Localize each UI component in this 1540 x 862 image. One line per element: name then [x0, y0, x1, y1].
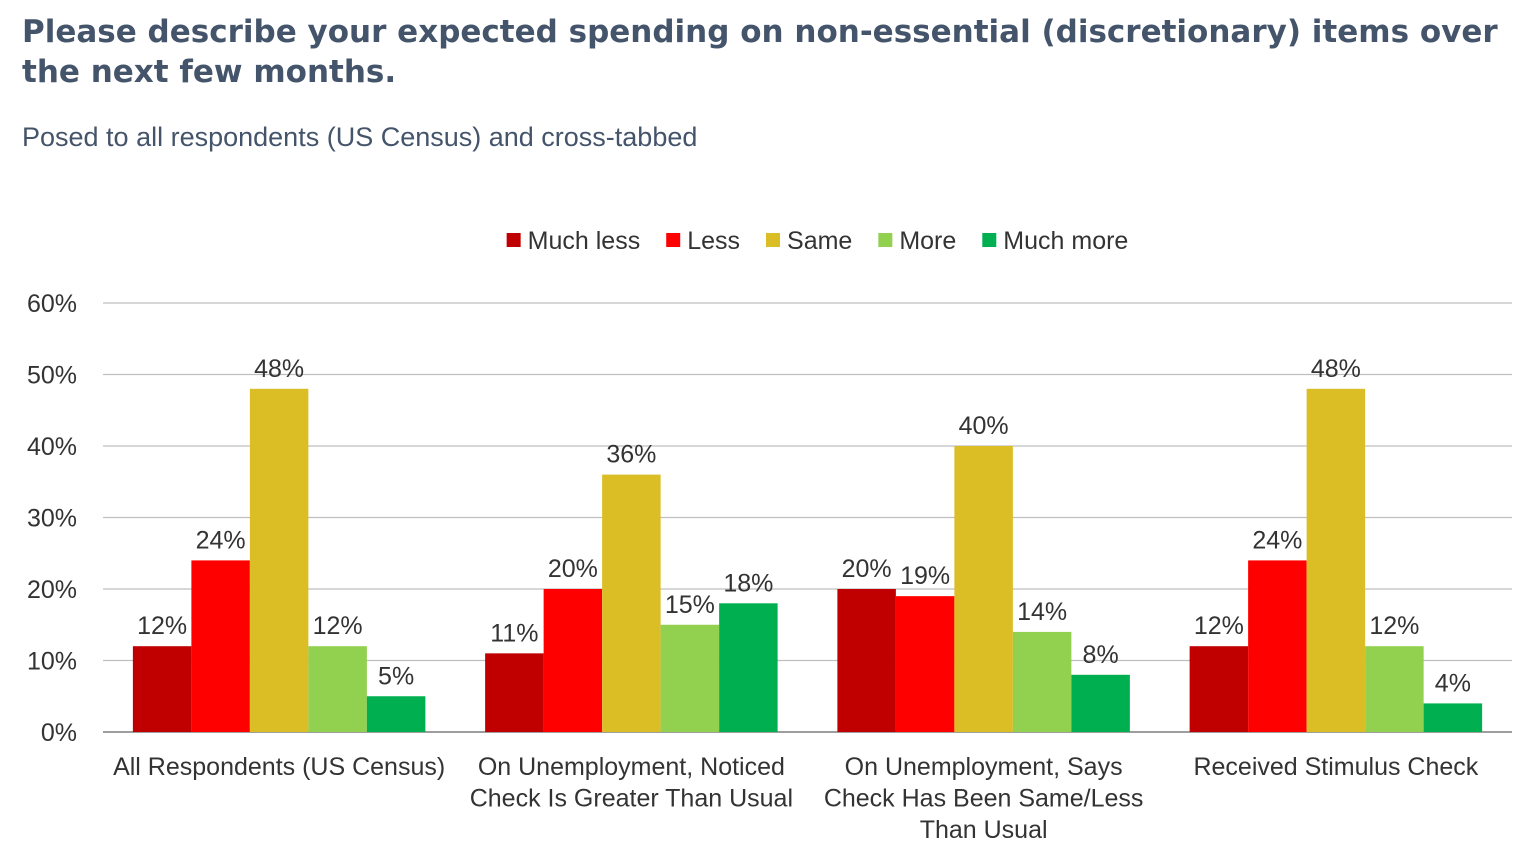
data-label: 12% [1369, 612, 1419, 640]
data-label: 18% [723, 569, 773, 597]
legend: Much less Less Same More Much more [506, 227, 1128, 255]
bar-less [543, 589, 603, 732]
x-category-label: On Unemployment, Says [845, 753, 1123, 781]
legend-item-much-more: Much more [982, 227, 1128, 255]
bar-much-less [132, 646, 192, 732]
legend-item-less: Less [666, 227, 740, 255]
legend-swatch [982, 233, 997, 247]
data-label: 14% [1017, 598, 1067, 626]
legend-label: Less [687, 227, 740, 255]
data-label: 48% [1311, 355, 1361, 383]
bar-more [308, 646, 367, 732]
data-labels: 12% 24% 48% 12% 5% 11% 20% 36% 15% 18% 20% 19% 40% 14… [137, 355, 1471, 698]
data-label: 15% [665, 591, 715, 619]
x-category-label: All Respondents (US Census) [113, 753, 445, 781]
x-axis: All Respondents (US Census) On Unemployme… [113, 753, 1479, 844]
y-tick-label: 30% [27, 505, 77, 533]
legend-label: Same [787, 227, 852, 255]
bar-same [249, 388, 309, 732]
bar-less [191, 560, 250, 732]
bar-much-more [366, 696, 426, 732]
bar-much-more [1071, 674, 1130, 732]
legend-item-same: Same [766, 227, 852, 255]
legend-swatch [506, 233, 521, 247]
y-tick-label: 60% [27, 290, 77, 318]
data-label: 40% [959, 412, 1009, 440]
data-label: 12% [137, 612, 187, 640]
data-label: 5% [378, 662, 414, 690]
data-label: 48% [254, 355, 304, 383]
bars [132, 388, 1483, 732]
legend-swatch [878, 233, 893, 247]
data-label: 36% [606, 441, 656, 469]
data-label: 4% [1435, 669, 1471, 697]
y-tick-label: 40% [27, 433, 77, 461]
x-category-label: Received Stimulus Check [1193, 753, 1478, 781]
y-axis: 0% 10% 20% 30% 40% 50% 60% [27, 290, 77, 747]
bar-much-less [1189, 646, 1249, 732]
data-label: 24% [1252, 526, 1302, 554]
legend-item-much-less: Much less [506, 227, 641, 255]
legend-swatch [766, 233, 781, 247]
y-tick-label: 10% [27, 648, 77, 676]
legend-label: More [899, 227, 956, 255]
bar-same [602, 474, 661, 732]
y-tick-label: 20% [27, 576, 77, 604]
x-category-label: Than Usual [920, 816, 1048, 844]
legend-swatch [666, 233, 681, 247]
legend-label: Much more [1003, 227, 1128, 255]
data-label: 19% [900, 562, 950, 590]
bar-much-less [485, 653, 544, 732]
bar-more [1365, 646, 1424, 732]
x-category-label: Check Is Greater Than Usual [470, 785, 793, 813]
data-label: 11% [490, 619, 538, 647]
bar-same [1306, 388, 1366, 732]
x-category-label: Check Has Been Same/Less [824, 785, 1144, 813]
chart-title: Please describe your expected spending o… [22, 14, 1498, 90]
data-label: 24% [196, 526, 246, 554]
bar-much-less [837, 589, 896, 732]
y-tick-label: 50% [27, 362, 77, 390]
legend-label: Much less [528, 227, 641, 255]
bar-less [895, 596, 955, 732]
legend-item-more: More [878, 227, 956, 255]
bar-much-more [1423, 703, 1483, 732]
data-label: 12% [313, 612, 363, 640]
bar-much-more [719, 603, 778, 732]
data-label: 20% [548, 555, 598, 583]
bar-more [660, 624, 720, 732]
y-tick-label: 0% [41, 719, 77, 747]
bar-more [1012, 631, 1072, 732]
data-label: 20% [842, 555, 892, 583]
x-category-label: On Unemployment, Noticed [478, 753, 785, 781]
chart-subtitle: Posed to all respondents (US Census) and… [22, 122, 698, 152]
bar-same [954, 446, 1013, 732]
data-label: 8% [1083, 641, 1119, 669]
data-label: 12% [1194, 612, 1244, 640]
bar-less [1248, 560, 1307, 732]
